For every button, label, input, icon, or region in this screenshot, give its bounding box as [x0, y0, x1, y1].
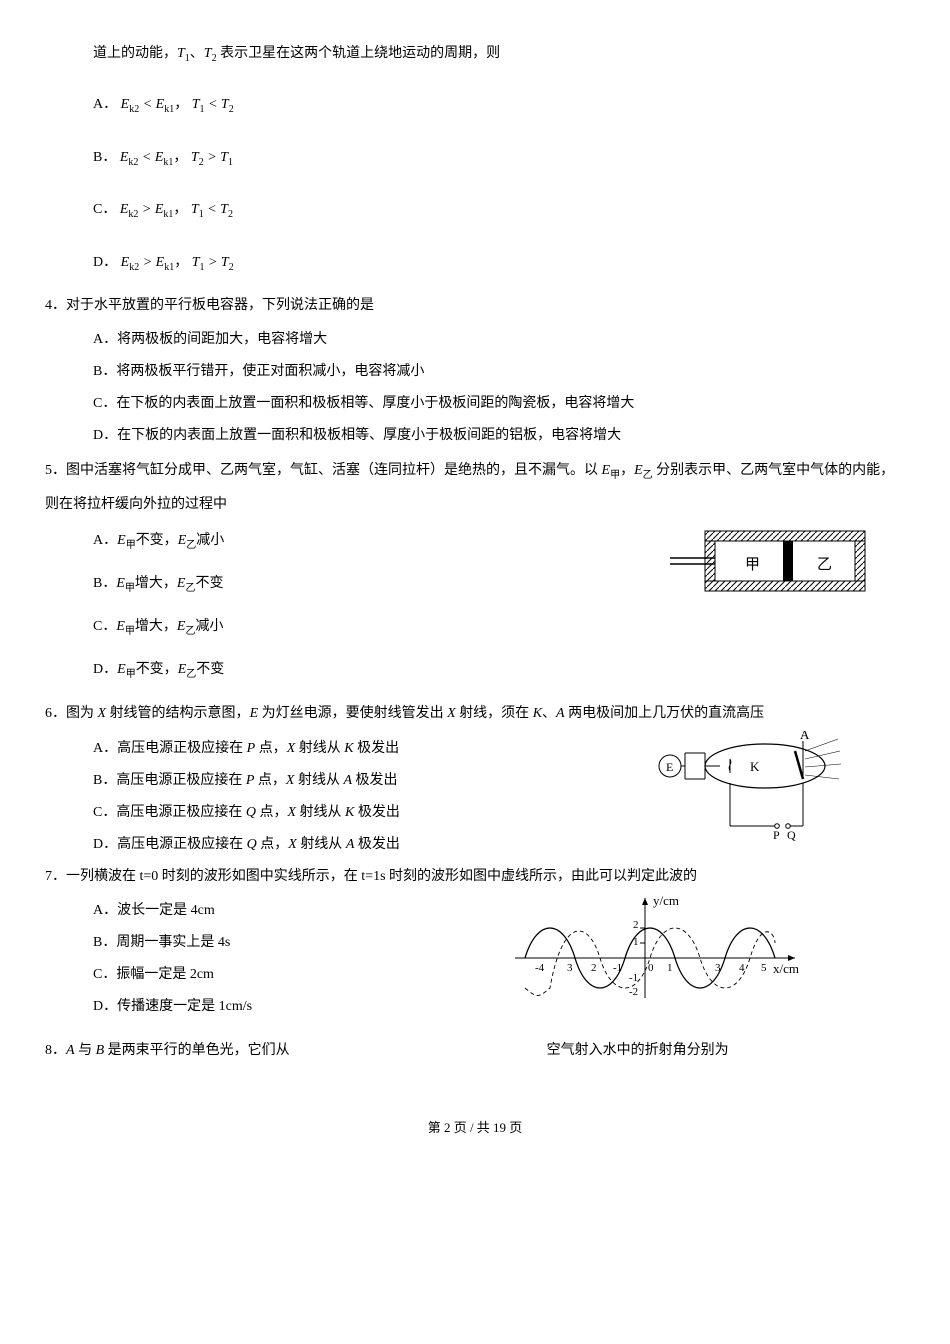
svg-text:1: 1 — [633, 936, 639, 948]
q3-option-b: B． Ek2 < Ek1， T2 > T1 — [93, 144, 905, 173]
q7-xlabel: x/cm — [773, 961, 799, 976]
q3-option-d: D． Ek2 > Ek1， T1 > T2 — [93, 249, 905, 278]
svg-text:2: 2 — [633, 919, 639, 931]
svg-text:-1: -1 — [629, 972, 638, 984]
page-footer: 第 2 页 / 共 19 页 — [45, 1115, 905, 1141]
fig-label-q: Q — [787, 828, 796, 841]
svg-text:-4: -4 — [535, 962, 545, 974]
fig-label-k: K — [750, 759, 760, 774]
q5-stem: 5．图中活塞将气缸分成甲、乙两气室，气缸、活塞（连同拉杆）是绝热的，且不漏气。以… — [45, 454, 905, 521]
q5-option-c: C．E甲增大，E乙减小 — [93, 613, 905, 642]
q5-option-d: D．E甲不变，E乙不变 — [93, 656, 905, 685]
svg-text:0: 0 — [648, 962, 654, 974]
q4-option-c: C．在下板的内表面上放置一面积和极板相等、厚度小于极板间距的陶瓷板，电容将增大 — [93, 390, 905, 418]
fig-label-jia: 甲 — [745, 557, 760, 573]
q6-figure: K A E P Q — [655, 731, 845, 852]
svg-text:3: 3 — [567, 962, 573, 974]
q6-stem: 6．图为 X 射线管的结构示意图，E 为灯丝电源，要使射线管发出 X 射线，须在… — [45, 699, 905, 730]
svg-text:-1: -1 — [613, 962, 622, 974]
q4-stem: 4．对于水平放置的平行板电容器，下列说法正确的是 — [45, 292, 905, 320]
fig-label-a: A — [800, 731, 810, 742]
q5-figure: 甲 乙 — [665, 521, 875, 612]
fig-label-yi: 乙 — [817, 557, 832, 573]
q7-figure: y/cm x/cm 2 1 -1 -2 -4 3 2 -1 0 1 3 4 5 — [505, 893, 805, 1019]
svg-text:3: 3 — [715, 962, 721, 974]
q4-option-b: B．将两极板平行错开，使正对面积减小，电容将减小 — [93, 358, 905, 386]
q4-option-d: D．在下板的内表面上放置一面积和极板相等、厚度小于极板间距的铝板，电容将增大 — [93, 422, 905, 450]
q4-option-a: A．将两极板的间距加大，电容将增大 — [93, 326, 905, 354]
svg-text:2: 2 — [591, 962, 597, 974]
svg-text:4: 4 — [739, 962, 745, 974]
fig-label-e: E — [666, 760, 673, 774]
q3-option-a: A． Ek2 < Ek1， T1 < T2 — [93, 91, 905, 120]
svg-text:-2: -2 — [629, 986, 638, 998]
q3-option-c: C． Ek2 > Ek1， T1 < T2 — [93, 196, 905, 225]
svg-text:1: 1 — [667, 962, 673, 974]
q7-stem: 7．一列横波在 t=0 时刻的波形如图中实线所示，在 t=1s 时刻的波形如图中… — [45, 863, 905, 891]
fig-label-p: P — [773, 828, 780, 841]
svg-text:5: 5 — [761, 962, 767, 974]
q7-ylabel: y/cm — [653, 893, 679, 908]
q3-intro: 道上的动能，T1、T2 表示卫星在这两个轨道上绕地运动的周期，则 — [93, 40, 905, 69]
q8-stem: 8．A 与 B 是两束平行的单色光，它们从 空气射入水中的折射角分别为 — [45, 1037, 905, 1065]
